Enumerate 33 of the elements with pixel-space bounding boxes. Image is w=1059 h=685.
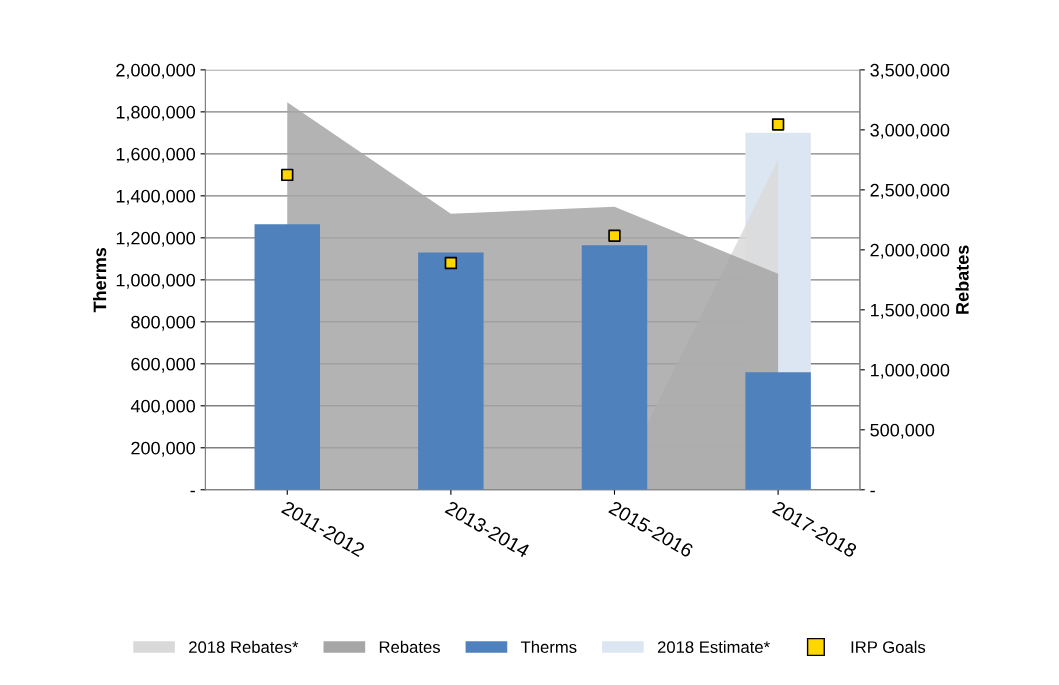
y-tick-label: 800,000: [131, 315, 196, 331]
bar: [418, 252, 484, 490]
y-tick-label: 600,000: [131, 357, 196, 373]
y-tick-label: 1,200,000: [116, 231, 196, 247]
y2-tick-label: 2,500,000: [870, 183, 950, 199]
y-tick-label: 200,000: [131, 441, 196, 457]
y-tick-label: 400,000: [130, 399, 196, 415]
y-tick-label: 1,000,000: [116, 273, 196, 289]
legend-label: Rebates: [379, 640, 440, 654]
point: [444, 256, 458, 270]
y2-tick-label: 1,000,000: [871, 363, 950, 379]
legend-label: 2018 Rebates*: [189, 640, 299, 654]
legend-label: IRP Goals: [851, 640, 926, 654]
y2-tick-label: 1,500,000: [871, 303, 950, 319]
point: [771, 118, 785, 131]
y-tick-label: 1,600,000: [116, 147, 196, 163]
y-tick-label: 2,000,000: [116, 63, 196, 79]
bar: [745, 372, 811, 490]
y2-tick-label: -: [870, 490, 875, 493]
y-tick-label: 1,800,000: [116, 105, 196, 121]
y2-tick-label: 2,000,000: [870, 243, 950, 259]
y2-tick-label: 500,000: [870, 423, 935, 439]
y2-axis-title: Rebates: [955, 245, 969, 314]
y-tick-label: -: [190, 490, 195, 493]
y-tick-label: 1,400,000: [116, 189, 196, 205]
y2-tick-label: 3,000,000: [870, 123, 950, 139]
legend-label: 2018 Estimate*: [657, 640, 770, 654]
legend-label: Therms: [520, 640, 577, 654]
bar: [254, 224, 320, 490]
y-axis-title: Therms: [93, 247, 107, 313]
y2-tick-label: 3,500,000: [870, 63, 950, 79]
point: [608, 229, 621, 242]
point: [281, 168, 294, 182]
